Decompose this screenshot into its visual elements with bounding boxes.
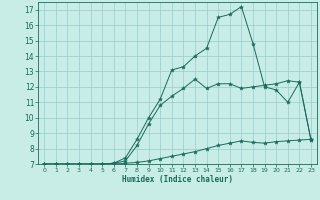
X-axis label: Humidex (Indice chaleur): Humidex (Indice chaleur) bbox=[122, 175, 233, 184]
